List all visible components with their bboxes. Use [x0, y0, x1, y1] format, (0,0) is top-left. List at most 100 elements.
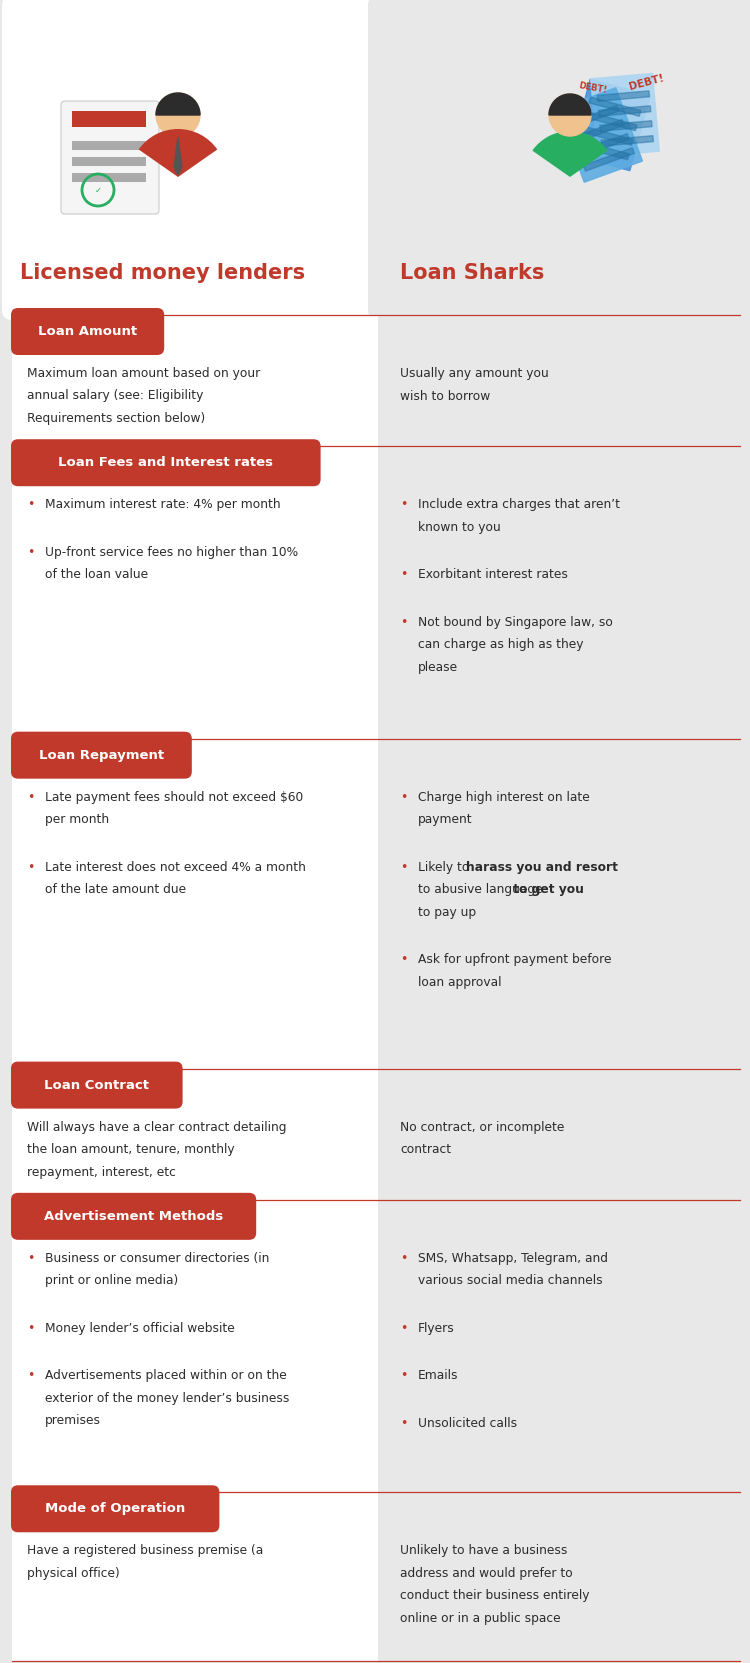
Text: •: • — [400, 499, 407, 511]
Text: •: • — [400, 1417, 407, 1430]
Text: •: • — [400, 569, 407, 582]
Text: Likely to: Likely to — [418, 861, 473, 873]
Bar — [72, 173, 146, 181]
Bar — [72, 156, 146, 166]
Text: •: • — [400, 953, 407, 966]
Text: •: • — [400, 615, 407, 629]
Bar — [12, 738, 378, 1069]
Text: print or online media): print or online media) — [45, 1274, 178, 1287]
Text: Will always have a clear contract detailing: Will always have a clear contract detail… — [27, 1121, 286, 1134]
Text: DEBT!: DEBT! — [628, 73, 665, 91]
Text: •: • — [27, 1369, 34, 1382]
Text: premises: premises — [45, 1414, 101, 1427]
Text: of the late amount due: of the late amount due — [45, 883, 186, 896]
Polygon shape — [598, 106, 651, 116]
Text: Exorbitant interest rates: Exorbitant interest rates — [418, 569, 568, 582]
Polygon shape — [549, 95, 591, 115]
Text: the loan amount, tenure, monthly: the loan amount, tenure, monthly — [27, 1142, 235, 1156]
Polygon shape — [573, 120, 624, 143]
Bar — [12, 1492, 378, 1661]
Polygon shape — [570, 80, 650, 171]
Wedge shape — [532, 131, 608, 176]
Bar — [378, 314, 740, 446]
Text: Include extra charges that aren’t: Include extra charges that aren’t — [418, 499, 620, 511]
Text: No contract, or incomplete: No contract, or incomplete — [400, 1121, 564, 1134]
Bar — [12, 1069, 378, 1199]
Text: per month: per month — [45, 813, 110, 827]
Text: Not bound by Singapore law, so: Not bound by Singapore law, so — [418, 615, 613, 629]
Text: Mode of Operation: Mode of Operation — [45, 1502, 185, 1515]
Text: Late payment fees should not exceed $60: Late payment fees should not exceed $60 — [45, 790, 303, 803]
Polygon shape — [585, 111, 637, 131]
Text: •: • — [27, 1322, 34, 1335]
Bar — [12, 1199, 378, 1492]
Text: Emails: Emails — [418, 1369, 458, 1382]
Polygon shape — [601, 136, 653, 146]
Text: can charge as high as they: can charge as high as they — [418, 639, 584, 652]
Polygon shape — [600, 121, 652, 131]
Polygon shape — [156, 93, 200, 115]
Text: harass you and resort: harass you and resort — [466, 861, 618, 873]
Text: DEBT!: DEBT! — [578, 81, 608, 95]
Text: physical office): physical office) — [27, 1567, 120, 1580]
Text: Requirements section below): Requirements section below) — [27, 412, 206, 426]
Bar — [378, 446, 740, 738]
FancyBboxPatch shape — [61, 101, 159, 215]
Text: •: • — [27, 499, 34, 511]
Text: •: • — [27, 545, 34, 559]
Text: Charge high interest on late: Charge high interest on late — [418, 790, 590, 803]
Text: wish to borrow: wish to borrow — [400, 389, 490, 402]
Polygon shape — [597, 91, 650, 101]
FancyBboxPatch shape — [368, 0, 750, 319]
Text: repayment, interest, etc: repayment, interest, etc — [27, 1166, 176, 1179]
Text: •: • — [400, 1252, 407, 1266]
Text: •: • — [27, 790, 34, 803]
Bar — [378, 1199, 740, 1492]
Text: •: • — [27, 1252, 34, 1266]
Text: payment: payment — [418, 813, 472, 827]
Polygon shape — [584, 148, 634, 171]
Text: •: • — [400, 861, 407, 873]
Text: of the loan value: of the loan value — [45, 569, 148, 582]
Text: conduct their business entirely: conduct their business entirely — [400, 1590, 590, 1601]
Text: contract: contract — [400, 1142, 451, 1156]
Text: known to you: known to you — [418, 521, 501, 534]
Text: •: • — [400, 790, 407, 803]
Text: to pay up: to pay up — [418, 906, 476, 918]
FancyBboxPatch shape — [11, 1192, 256, 1241]
Text: Unsolicited calls: Unsolicited calls — [418, 1417, 518, 1430]
Text: Maximum interest rate: 4% per month: Maximum interest rate: 4% per month — [45, 499, 280, 511]
Text: please: please — [418, 660, 458, 674]
Text: Loan Sharks: Loan Sharks — [400, 263, 544, 283]
Text: Late interest does not exceed 4% a month: Late interest does not exceed 4% a month — [45, 861, 306, 873]
Text: ✓: ✓ — [94, 186, 101, 195]
Text: Loan Fees and Interest rates: Loan Fees and Interest rates — [58, 456, 273, 469]
Text: •: • — [27, 861, 34, 873]
Text: address and would prefer to: address and would prefer to — [400, 1567, 573, 1580]
Text: Flyers: Flyers — [418, 1322, 454, 1335]
Circle shape — [156, 93, 200, 136]
Text: Loan Contract: Loan Contract — [44, 1079, 149, 1091]
Polygon shape — [557, 88, 643, 183]
Polygon shape — [174, 136, 182, 175]
Polygon shape — [568, 105, 619, 128]
Polygon shape — [581, 126, 633, 145]
Bar — [12, 446, 378, 738]
Bar — [12, 314, 378, 446]
Text: Advertisements placed within or on the: Advertisements placed within or on the — [45, 1369, 286, 1382]
Text: Licensed money lenders: Licensed money lenders — [20, 263, 305, 283]
Text: to get you: to get you — [509, 883, 584, 896]
Text: Money lender’s official website: Money lender’s official website — [45, 1322, 235, 1335]
Text: Advertisement Methods: Advertisement Methods — [44, 1211, 224, 1222]
FancyBboxPatch shape — [11, 732, 192, 778]
Text: exterior of the money lender’s business: exterior of the money lender’s business — [45, 1392, 290, 1405]
Text: Loan Amount: Loan Amount — [38, 324, 137, 338]
Bar — [378, 738, 740, 1069]
Polygon shape — [578, 140, 629, 160]
FancyBboxPatch shape — [11, 1061, 182, 1109]
Text: •: • — [400, 1322, 407, 1335]
Text: Ask for upfront payment before: Ask for upfront payment before — [418, 953, 611, 966]
Text: Business or consumer directories (in: Business or consumer directories (in — [45, 1252, 269, 1266]
Text: Unlikely to have a business: Unlikely to have a business — [400, 1545, 567, 1557]
Text: various social media channels: various social media channels — [418, 1274, 603, 1287]
